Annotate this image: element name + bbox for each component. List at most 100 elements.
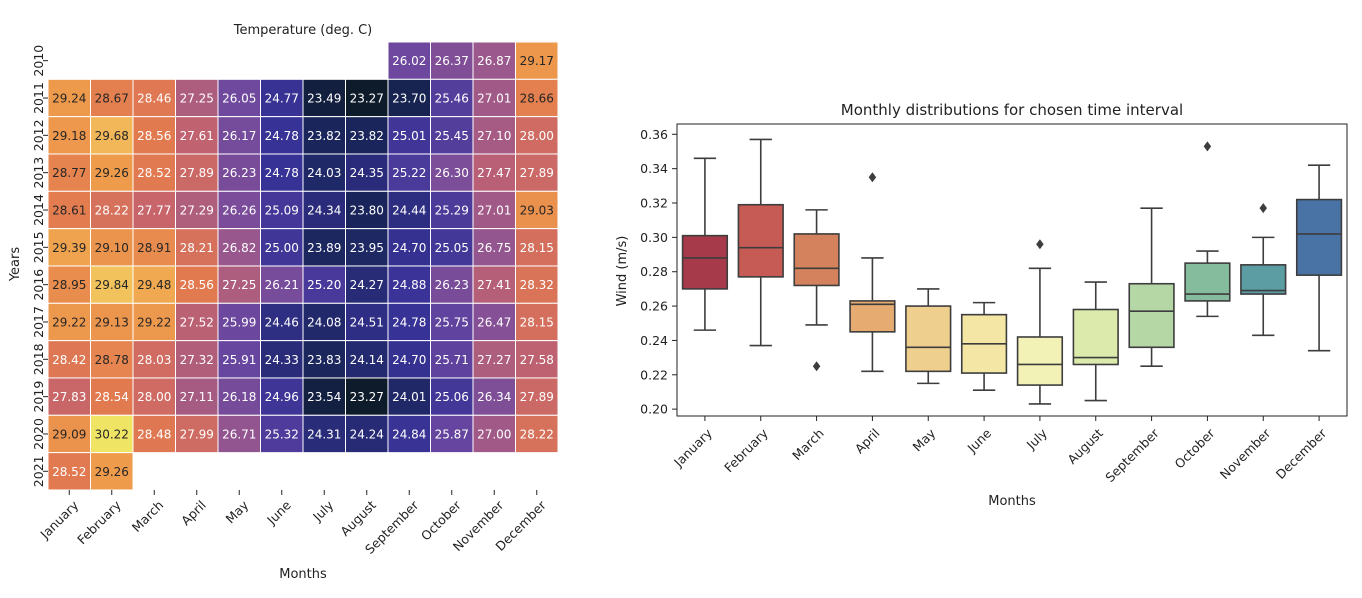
heatmap-cell-value: 27.01 <box>477 203 511 217</box>
heatmap-cell <box>430 340 474 379</box>
heatmap-cell-value: 28.56 <box>137 129 171 143</box>
heatmap-cell-value: 26.02 <box>392 54 426 68</box>
heatmap-cell-value: 29.24 <box>52 91 86 105</box>
heatmap-cell-value: 28.15 <box>520 241 554 255</box>
heatmap-y-tick-label: 2010 <box>31 45 46 77</box>
heatmap-y-tick-label: 2018 <box>31 343 46 375</box>
heatmap-cell <box>175 78 219 118</box>
heatmap-cell-value: 25.22 <box>392 166 426 180</box>
heatmap-cell-value: 27.89 <box>520 166 554 180</box>
heatmap-cell <box>515 228 559 267</box>
boxplot-outlier-point <box>1259 203 1267 214</box>
heatmap-cell-value: 28.66 <box>520 91 554 105</box>
heatmap-cell <box>515 190 559 230</box>
boxplot-box-august <box>1072 281 1119 402</box>
heatmap-cell <box>217 377 261 416</box>
heatmap-cell-value: 24.78 <box>265 166 299 180</box>
heatmap-cell-value: 26.05 <box>222 91 256 105</box>
boxplot-iqr-box <box>1128 282 1175 349</box>
heatmap-cell <box>90 265 134 304</box>
boxplot-box-february <box>737 138 784 347</box>
boxplot-box-january <box>681 157 729 331</box>
heatmap-cell-value: 25.05 <box>435 241 469 255</box>
boxplot-x-tick-label: February <box>721 425 771 475</box>
heatmap-cell-value: 26.26 <box>222 203 256 217</box>
heatmap-cell-value: 26.71 <box>222 427 256 441</box>
heatmap-cell-value: 24.77 <box>265 91 299 105</box>
heatmap-cell <box>387 265 431 304</box>
heatmap-cell <box>260 116 304 155</box>
heatmap-cell-value: 24.84 <box>392 427 426 441</box>
boxplot-box-june <box>960 301 1008 392</box>
heatmap-cell-value: 25.01 <box>392 129 426 143</box>
heatmap-y-tick-label: 2015 <box>31 231 46 263</box>
heatmap-cell-value: 26.37 <box>435 54 469 68</box>
heatmap-cell <box>472 340 516 379</box>
heatmap-cell-value: 23.54 <box>307 390 341 404</box>
heatmap-cell-value: 24.08 <box>307 315 341 329</box>
boxplot-box-december <box>1295 164 1343 352</box>
heatmap-cell <box>90 78 134 118</box>
heatmap-cell-value: 24.14 <box>350 353 384 367</box>
heatmap-cell-value: 27.25 <box>222 278 256 292</box>
heatmap-cell <box>472 265 516 304</box>
heatmap-cell-value: 28.91 <box>137 241 171 255</box>
heatmap-y-tick-label: 2020 <box>31 418 46 450</box>
heatmap-cell-value: 24.44 <box>392 203 426 217</box>
heatmap-title: Temperature (deg. C) <box>233 23 372 38</box>
heatmap-cell-value: 27.25 <box>180 91 214 105</box>
heatmap-cell <box>515 153 559 192</box>
heatmap-cell-value: 25.32 <box>265 427 299 441</box>
heatmap-cell-value: 28.32 <box>520 278 554 292</box>
heatmap-cell-value: 28.95 <box>52 278 86 292</box>
heatmap-cell <box>430 190 474 230</box>
boxplot-boxes <box>681 138 1343 405</box>
heatmap-cell-value: 24.24 <box>350 427 384 441</box>
heatmap-cell <box>515 265 559 304</box>
heatmap-cell-value: 23.27 <box>350 91 384 105</box>
heatmap-cell <box>345 265 389 304</box>
heatmap-cell-value: 24.33 <box>265 353 299 367</box>
heatmap-cell-value: 23.83 <box>307 353 341 367</box>
heatmap-cell-value: 29.18 <box>52 129 86 143</box>
heatmap-x-tick-label: July <box>309 497 337 525</box>
boxplot-x-ticks: January February March April May June July Augu… <box>670 416 1330 485</box>
boxplot-x-tick-label: January <box>670 425 715 470</box>
heatmap-cell-value: 27.41 <box>477 278 511 292</box>
heatmap-cell-value: 29.03 <box>520 203 554 217</box>
heatmap-cell <box>132 228 176 267</box>
heatmap-cell-value: 28.52 <box>52 465 86 479</box>
boxplot-x-tick-label: April <box>852 426 883 457</box>
heatmap-cell-value: 26.87 <box>477 54 511 68</box>
heatmap-cell-value: 26.18 <box>222 390 256 404</box>
heatmap-cell-value: 25.09 <box>265 203 299 217</box>
boxplot-x-tick-label: March <box>789 426 827 464</box>
heatmap-cell-value: 25.06 <box>435 390 469 404</box>
heatmap-cell <box>430 78 474 118</box>
heatmap-cell <box>345 302 389 342</box>
heatmap-cell-value: 26.75 <box>477 241 511 255</box>
heatmap-cell <box>132 265 176 304</box>
heatmap-cell <box>345 377 389 416</box>
heatmap-x-tick-label: February <box>74 497 124 547</box>
heatmap-cell-value: 28.21 <box>180 241 214 255</box>
heatmap-cell <box>302 228 346 267</box>
heatmap-cell-value: 29.48 <box>137 278 171 292</box>
heatmap-cell-value: 28.00 <box>520 129 554 143</box>
heatmap-cell-value: 25.91 <box>222 353 256 367</box>
heatmap-cell <box>472 116 516 155</box>
heatmap-cell-value: 23.89 <box>307 241 341 255</box>
heatmap-cell <box>430 414 474 454</box>
boxplot-iqr-box <box>1016 336 1064 386</box>
heatmap-cell <box>302 340 346 379</box>
heatmap-cell-value: 24.35 <box>350 166 384 180</box>
boxplot-outlier-point <box>1203 141 1212 152</box>
heatmap-cell <box>515 302 559 342</box>
heatmap-cell-value: 25.45 <box>435 129 469 143</box>
heatmap-x-tick-label: May <box>222 497 251 526</box>
boxplot-box-october <box>1184 141 1231 318</box>
boxplot-iqr-box <box>681 234 729 290</box>
boxplot-iqr-box <box>737 203 784 278</box>
heatmap-cell-value: 24.03 <box>307 166 341 180</box>
heatmap-cell <box>47 302 91 342</box>
